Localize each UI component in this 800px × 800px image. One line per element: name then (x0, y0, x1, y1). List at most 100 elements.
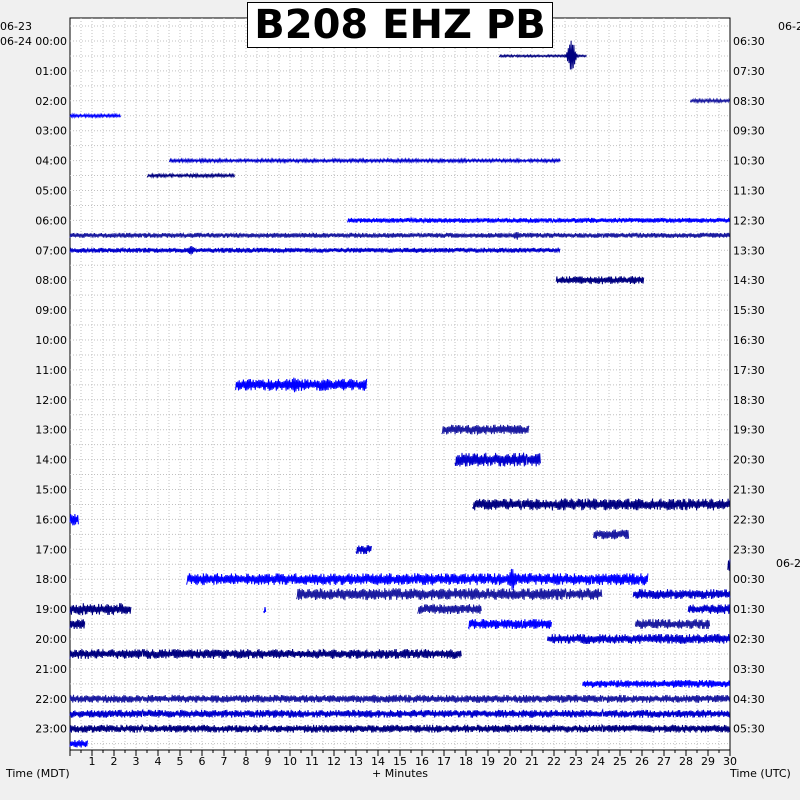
right-hour-label: 11:30 (733, 185, 765, 198)
trace-segment (467, 619, 552, 630)
x-tick-label: 7 (221, 755, 228, 768)
trace-segment (69, 603, 132, 616)
left-hour-label: 11:00 (35, 364, 67, 377)
right-date-change: 06-2 (776, 557, 800, 570)
left-hour-label: 08:00 (35, 274, 67, 287)
left-hour-label: 12:00 (35, 394, 67, 407)
left-hour-label: 21:00 (35, 663, 67, 676)
trace-segment (346, 216, 730, 224)
trace-segment (69, 246, 561, 255)
trace-segment (689, 97, 731, 105)
left-hour-label: 02:00 (35, 95, 67, 108)
x-tick-label: 11 (305, 755, 319, 768)
trace-segment (69, 513, 79, 526)
right-hour-label: 09:30 (733, 125, 765, 138)
trace-segment (69, 231, 730, 240)
top-left-date: 06-24 (0, 35, 32, 48)
left-hour-label: 22:00 (35, 693, 67, 706)
x-tick-label: 14 (371, 755, 385, 768)
top-left-prev-date: 06-23 (0, 20, 32, 33)
x-tick-label: 17 (437, 755, 451, 768)
x-tick-label: 25 (613, 755, 627, 768)
right-hour-label: 12:30 (733, 214, 765, 227)
trace-segment (417, 604, 482, 615)
right-hour-label: 02:30 (733, 633, 765, 646)
right-hour-label: 05:30 (733, 723, 765, 736)
right-hour-label: 14:30 (733, 274, 765, 287)
right-hour-label: 13:30 (733, 244, 765, 257)
left-hour-label: 05:00 (35, 185, 67, 198)
left-hour-label: 04:00 (35, 155, 67, 168)
right-hour-label: 07:30 (733, 65, 765, 78)
x-tick-label: 10 (283, 755, 297, 768)
left-hour-label: 10:00 (35, 334, 67, 347)
left-hour-label: 15:00 (35, 484, 67, 497)
right-hour-label: 06:30 (733, 35, 765, 48)
left-hour-label: 23:00 (35, 723, 67, 736)
left-hour-label: 18:00 (35, 573, 67, 586)
trace-segment (632, 589, 731, 600)
trace-segment (69, 708, 730, 718)
x-tick-label: 1 (89, 755, 96, 768)
trace-segment (687, 604, 730, 615)
left-hour-label: 00:00 (35, 35, 67, 48)
trace-segment (582, 679, 731, 688)
right-hour-label: 03:30 (733, 663, 765, 676)
x-tick-label: 26 (635, 755, 649, 768)
trace-segment (555, 276, 645, 285)
right-hour-label: 21:30 (733, 484, 765, 497)
trace-segment (69, 723, 730, 733)
right-hour-label: 15:30 (733, 304, 765, 317)
trace-segment (498, 40, 587, 70)
right-hour-label: 10:30 (733, 155, 765, 168)
left-hour-label: 19:00 (35, 603, 67, 616)
x-tick-label: 9 (265, 755, 272, 768)
trace-segment (186, 568, 649, 591)
x-tick-label: 30 (723, 755, 737, 768)
left-hour-label: 16:00 (35, 513, 67, 526)
right-hour-label: 23:30 (733, 543, 765, 556)
right-hour-label: 04:30 (733, 693, 765, 706)
right-hour-label: 22:30 (733, 513, 765, 526)
trace-segment (69, 112, 121, 119)
right-hour-labels: 06:30 07:30 08:30 09:30 10:30 11:30 12:30 13:30… (733, 35, 765, 736)
right-hour-label: 16:30 (733, 334, 765, 347)
left-hour-label: 20:00 (35, 633, 67, 646)
trace-segment (263, 607, 267, 614)
x-tick-label: 19 (481, 755, 495, 768)
trace-segment (727, 559, 731, 571)
x-tick-label: 13 (349, 755, 363, 768)
left-hour-label: 17:00 (35, 543, 67, 556)
right-hour-label: 19:30 (733, 424, 765, 437)
right-hour-label: 20:30 (733, 454, 765, 467)
left-hour-labels: 00:00 01:00 02:00 03:00 04:00 05:00 06:00 07:00… (35, 35, 67, 736)
trace-segment (441, 424, 530, 435)
left-hour-label: 09:00 (35, 304, 67, 317)
x-tick-label: 21 (525, 755, 539, 768)
x-axis-label: + Minutes (372, 767, 428, 780)
trace-segment (146, 172, 235, 179)
left-hour-label: 06:00 (35, 214, 67, 227)
trace-segment (168, 157, 561, 165)
right-hour-label: 18:30 (733, 394, 765, 407)
trace-segment (69, 619, 86, 629)
x-tick-label: 4 (155, 755, 162, 768)
x-tick-label: 16 (415, 755, 429, 768)
trace-segment (69, 648, 462, 659)
trace-segment (593, 529, 630, 540)
x-tick-label: 12 (327, 755, 341, 768)
x-tick-label: 3 (133, 755, 140, 768)
x-tick-label: 24 (591, 755, 605, 768)
trace-segment (634, 619, 711, 630)
x-tick-label: 18 (459, 755, 473, 768)
trace-segment (69, 694, 730, 703)
x-tick-label: 22 (547, 755, 561, 768)
trace-segment (454, 452, 541, 467)
left-axis-label: Time (MDT) (5, 767, 70, 780)
trace-segment (472, 498, 730, 511)
x-tick-label: 27 (657, 755, 671, 768)
top-right-date: 06-2 (778, 20, 800, 33)
trace-layer (69, 40, 731, 748)
x-tick-label: 2 (111, 755, 118, 768)
